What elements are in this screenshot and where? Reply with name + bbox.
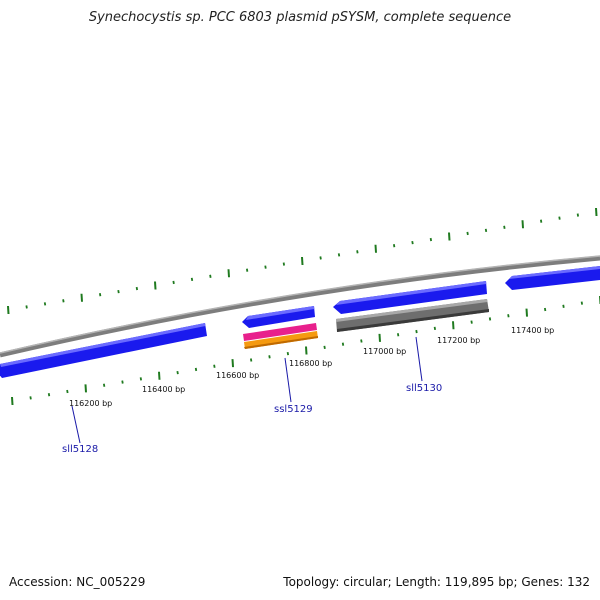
gene-right-partial[interactable] bbox=[505, 266, 600, 290]
scale-tick bbox=[139, 377, 143, 381]
scale-tick bbox=[194, 367, 198, 372]
sll5130-leader bbox=[415, 336, 423, 382]
scale-tick bbox=[29, 396, 32, 400]
scale-tick bbox=[429, 237, 433, 242]
scale-label-117400: 117400 bp bbox=[511, 326, 554, 335]
scale-tick bbox=[7, 305, 10, 315]
scale-tick bbox=[392, 244, 396, 248]
scale-tick bbox=[341, 342, 345, 346]
scale-tick bbox=[595, 207, 598, 217]
scale-tick bbox=[488, 317, 492, 321]
scale-tick bbox=[172, 280, 175, 285]
scale-tick bbox=[356, 250, 359, 254]
gene-label-ssl5129[interactable]: ssl5129 bbox=[274, 404, 313, 415]
gene-sll5128[interactable] bbox=[0, 323, 207, 378]
scale-tick bbox=[249, 358, 253, 362]
accession-label: Accession: NC_005229 bbox=[9, 575, 146, 589]
sll5128-leader bbox=[71, 405, 81, 444]
scale-label-117000: 117000 bp bbox=[363, 347, 406, 356]
scale-tick bbox=[213, 364, 216, 368]
scale-tick bbox=[448, 232, 451, 241]
ssl5129-leader bbox=[284, 357, 292, 403]
scale-tick bbox=[360, 339, 363, 343]
scale-tick bbox=[209, 274, 212, 278]
scale-tick bbox=[503, 225, 506, 229]
scale-tick bbox=[11, 396, 14, 406]
scale-label-117200: 117200 bp bbox=[437, 336, 480, 345]
scale-tick bbox=[98, 293, 102, 297]
scale-tick bbox=[507, 314, 510, 318]
scale-tick bbox=[374, 244, 377, 253]
scale-tick bbox=[286, 352, 290, 356]
scale-tick bbox=[66, 389, 69, 394]
scale-tick bbox=[301, 256, 304, 266]
scale-tick bbox=[378, 333, 381, 342]
scale-tick bbox=[158, 371, 161, 380]
scale-tick bbox=[433, 326, 437, 331]
scale-tick bbox=[47, 393, 51, 397]
scale-tick bbox=[245, 268, 249, 272]
map-title: Synechocystis sp. PCC 6803 plasmid pSYSM… bbox=[88, 10, 512, 25]
scale-tick bbox=[135, 286, 139, 291]
scale-tick bbox=[543, 307, 547, 312]
feature-gray[interactable] bbox=[336, 299, 489, 332]
scale-tick bbox=[466, 231, 469, 236]
scale-tick bbox=[525, 308, 528, 317]
inner-tick-ring bbox=[11, 296, 600, 406]
scale-tick bbox=[117, 289, 120, 294]
scale-tick bbox=[319, 256, 322, 260]
scale-tick bbox=[411, 240, 414, 245]
scale-tick bbox=[176, 370, 179, 375]
outer-tick-ring bbox=[7, 207, 598, 315]
scale-tick bbox=[580, 301, 584, 305]
scale-tick bbox=[25, 305, 28, 309]
scale-tick bbox=[415, 329, 418, 334]
scale-tick bbox=[396, 333, 400, 337]
scale-tick bbox=[154, 281, 157, 290]
scale-tick bbox=[231, 359, 234, 368]
scale-tick bbox=[121, 380, 124, 384]
scale-tick bbox=[282, 262, 286, 266]
scale-tick bbox=[539, 219, 543, 223]
scale-tick bbox=[84, 384, 87, 393]
scale-tick bbox=[80, 293, 83, 302]
scale-tick bbox=[323, 345, 326, 349]
scale-label-116800: 116800 bp bbox=[289, 359, 332, 368]
scale-label-116400: 116400 bp bbox=[142, 385, 185, 394]
plasmid-backbone bbox=[0, 255, 600, 358]
scale-tick bbox=[337, 253, 341, 257]
scale-tick bbox=[264, 265, 267, 269]
gene-label-sll5128[interactable]: sll5128 bbox=[62, 444, 98, 455]
scale-tick bbox=[470, 320, 473, 324]
scale-tick bbox=[62, 299, 65, 303]
scale-tick bbox=[484, 228, 488, 233]
scale-tick bbox=[576, 213, 580, 217]
scale-label-116600: 116600 bp bbox=[216, 371, 259, 380]
scale-tick bbox=[227, 269, 230, 278]
feature-pink[interactable] bbox=[243, 323, 317, 341]
scale-tick bbox=[521, 220, 524, 229]
gene-label-sll5130[interactable]: sll5130 bbox=[406, 383, 442, 394]
scale-tick bbox=[268, 355, 271, 359]
scale-tick bbox=[43, 302, 47, 306]
scale-tick bbox=[102, 383, 106, 387]
scale-tick bbox=[562, 304, 565, 308]
scale-tick bbox=[452, 321, 455, 330]
scale-label-116200: 116200 bp bbox=[69, 399, 112, 408]
scale-tick bbox=[305, 346, 308, 355]
scale-tick bbox=[558, 216, 561, 220]
scale-tick bbox=[190, 277, 194, 282]
summary-label: Topology: circular; Length: 119,895 bp; … bbox=[283, 575, 590, 589]
